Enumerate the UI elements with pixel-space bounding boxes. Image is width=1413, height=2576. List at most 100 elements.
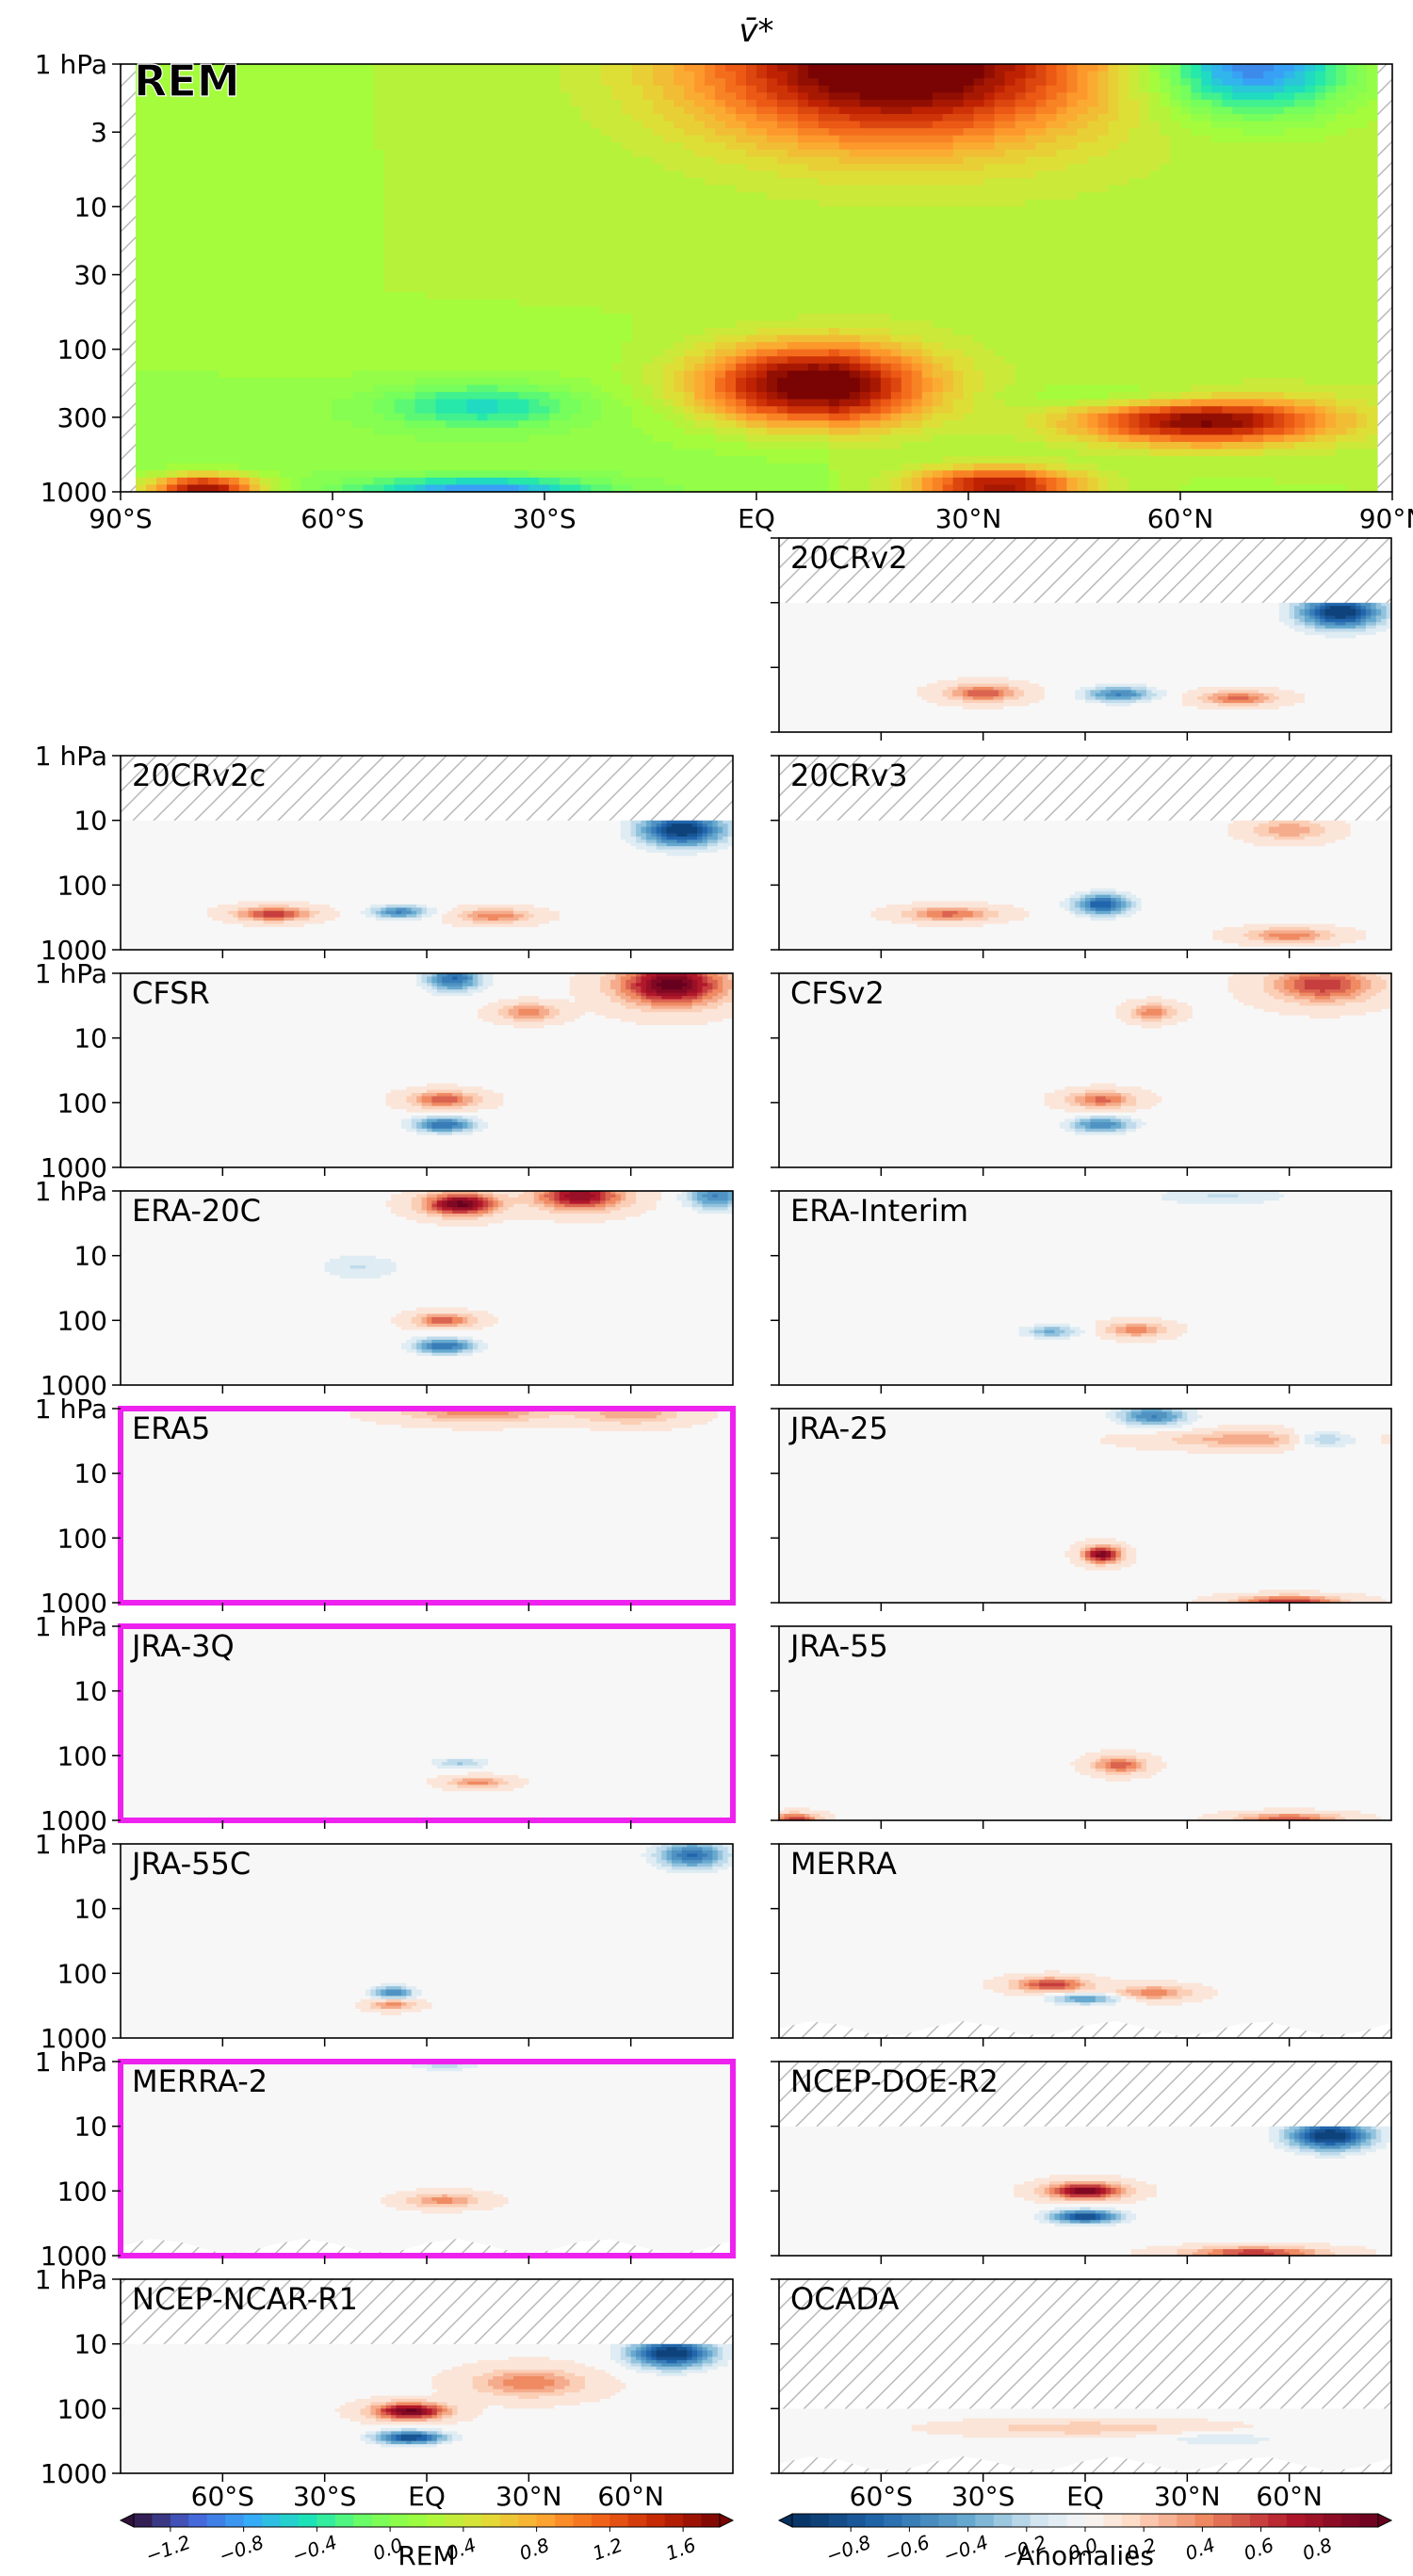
colorbar-cell	[702, 2514, 721, 2527]
colorbar-label: REM	[398, 2540, 455, 2571]
y-tick-label: 10	[73, 1894, 107, 1925]
colorbar-cell	[299, 2514, 317, 2527]
colorbar-extend-high	[720, 2514, 733, 2527]
y-tick-label: 10	[73, 1023, 107, 1054]
colorbar-tick-label: 0.6	[1241, 2534, 1276, 2565]
panel-merra: MERRA	[771, 1844, 1392, 2046]
y-tick-label: 10	[73, 1459, 107, 1490]
x-tick-label: 30°S	[293, 2481, 356, 2512]
y-tick-label: 1 hPa	[35, 49, 107, 80]
colorbar-cell	[1048, 2514, 1067, 2527]
x-tick-label: 60°S	[300, 503, 364, 534]
colorbar-tick-label: 0.8	[1299, 2534, 1335, 2565]
y-tick-label: 1 hPa	[35, 2264, 107, 2295]
colorbar-cell	[665, 2514, 684, 2527]
colorbar-cell	[975, 2514, 994, 2527]
colorbar-cell	[171, 2514, 189, 2527]
colorbar-cell	[902, 2514, 921, 2527]
panel-ocada: OCADA	[771, 2279, 1392, 2482]
colorbar-cell	[1305, 2514, 1324, 2527]
x-tick-label: 60°N	[1256, 2481, 1323, 2512]
colorbar-cell	[1012, 2514, 1031, 2527]
colorbar-cell	[1103, 2514, 1122, 2527]
colorbar-tick-label: 1.2	[590, 2534, 625, 2565]
colorbar-cell	[1159, 2514, 1178, 2527]
colorbar-cell	[1085, 2514, 1104, 2527]
x-tick-label: 60°N	[597, 2481, 664, 2512]
y-tick-label: 10	[73, 191, 107, 222]
colorbar-cell	[829, 2514, 848, 2527]
colorbar-cell	[555, 2514, 574, 2527]
y-tick-label: 1000	[41, 2458, 107, 2489]
y-tick-label: 100	[57, 1305, 107, 1336]
colorbar-cell	[592, 2514, 610, 2527]
colorbar-cell	[792, 2514, 811, 2527]
colorbar-cell	[1232, 2514, 1251, 2527]
colorbar-cell	[1213, 2514, 1232, 2527]
colorbar-tick-label: −0.8	[823, 2531, 874, 2568]
y-tick-label: 100	[57, 1958, 107, 1989]
colorbar-label: Anomalies	[1016, 2540, 1154, 2571]
colorbar-tick-label: −0.6	[882, 2531, 933, 2568]
panel-label: JRA-55	[788, 1628, 888, 1664]
colorbar-cell	[152, 2514, 171, 2527]
panel-20crv2: 20CRv2	[771, 538, 1392, 741]
x-tick-label: 60°N	[1147, 503, 1214, 534]
panel-label: NCEP-NCAR-R1	[132, 2281, 358, 2317]
colorbar-cell	[409, 2514, 428, 2527]
x-tick-label: 90°S	[89, 503, 152, 534]
panel-label: ERA5	[132, 1410, 210, 1446]
y-tick-label: 100	[57, 1523, 107, 1554]
colorbar-tick-label: −1.2	[143, 2531, 194, 2568]
colorbar-cell	[994, 2514, 1013, 2527]
y-tick-label: 10	[73, 1676, 107, 1707]
colorbar-cell	[628, 2514, 647, 2527]
colorbar-cell	[1067, 2514, 1086, 2527]
main-title: v̄*	[739, 12, 773, 50]
colorbar-tick-label: 1.6	[663, 2534, 699, 2565]
x-tick-label: 30°N	[1154, 2481, 1221, 2512]
panel-label: 20CRv3	[790, 758, 908, 793]
y-tick-label: 1 hPa	[35, 1829, 107, 1860]
y-tick-label: 1 hPa	[35, 741, 107, 772]
colorbar-extend-high	[1378, 2514, 1391, 2527]
colorbar-cell	[317, 2514, 335, 2527]
y-tick-label: 1 hPa	[35, 1176, 107, 1207]
panel-label: MERRA	[790, 1846, 897, 1882]
colorbar-cell	[1324, 2514, 1342, 2527]
colorbar-extend-low	[121, 2514, 134, 2527]
panel-label: NCEP-DOE-R2	[790, 2063, 999, 2099]
panel-label: ERA-20C	[132, 1193, 261, 1229]
y-tick-label: 300	[57, 402, 107, 433]
colorbar-cell	[1140, 2514, 1159, 2527]
colorbar-cell	[281, 2514, 300, 2527]
y-tick-label: 100	[57, 1087, 107, 1118]
panel-cfsv2: CFSv2	[771, 973, 1392, 1176]
colorbar-cell	[1177, 2514, 1195, 2527]
colorbar-cell	[1341, 2514, 1360, 2527]
y-tick-label: 10	[73, 806, 107, 837]
colorbar-cell	[445, 2514, 463, 2527]
x-tick-label: 60°S	[191, 2481, 254, 2512]
panel-label: OCADA	[790, 2281, 900, 2317]
colorbar-cell	[335, 2514, 354, 2527]
y-tick-label: 100	[57, 334, 107, 366]
colorbar-cell	[646, 2514, 665, 2527]
y-tick-label: 1 hPa	[35, 2046, 107, 2078]
colorbar-cell	[353, 2514, 372, 2527]
x-tick-label: 30°N	[935, 503, 1002, 534]
colorbar-tick-label: 0.4	[1182, 2534, 1218, 2565]
panel-label: CFSR	[132, 975, 210, 1011]
colorbar-cell	[1195, 2514, 1214, 2527]
y-tick-label: 10	[73, 2329, 107, 2360]
colorbar-cell	[1360, 2514, 1379, 2527]
colorbar-cell	[884, 2514, 902, 2527]
y-tick-label: 10	[73, 1241, 107, 1272]
